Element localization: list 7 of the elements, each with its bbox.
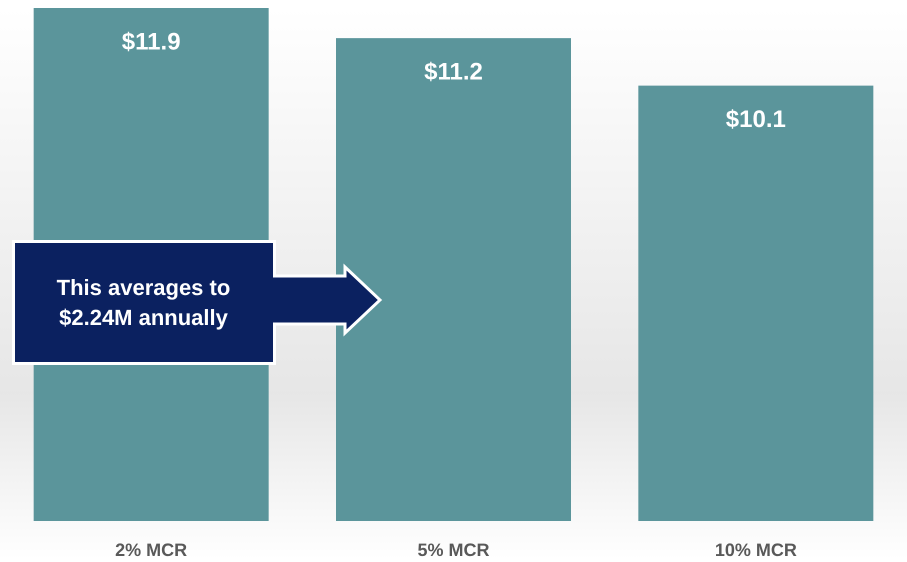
data-label: $11.2 [424,58,483,86]
data-label: $10.1 [726,106,786,134]
annotation: This averages to $2.24M annually [56,274,232,332]
x-tick-label: 10% MCR [714,540,797,560]
x-tick-label: 5% MCR [417,540,490,560]
data-label: $11.9 [122,28,181,56]
x-tick-label: 2% MCR [115,540,188,560]
